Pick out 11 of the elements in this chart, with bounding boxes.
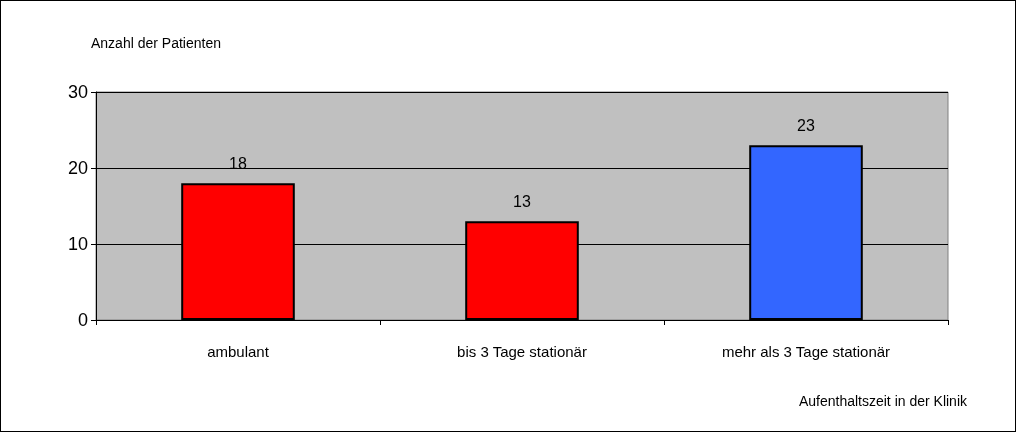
- x-tick-label: bis 3 Tage stationär: [457, 343, 587, 360]
- x-tick-label: ambulant: [207, 343, 270, 360]
- x-tick-label: mehr als 3 Tage stationär: [721, 343, 891, 360]
- data-label: 23: [797, 116, 815, 134]
- y-tick-label: 30: [67, 82, 88, 102]
- y-tick-label: 0: [77, 310, 88, 330]
- y-tick-label: 20: [67, 158, 88, 178]
- x-axis-title: Aufenthaltszeit in der Klinik: [798, 393, 968, 409]
- y-axis-title: Anzahl der Patienten: [91, 35, 221, 51]
- data-label: 13: [513, 192, 531, 210]
- y-tick-label: 10: [67, 234, 88, 254]
